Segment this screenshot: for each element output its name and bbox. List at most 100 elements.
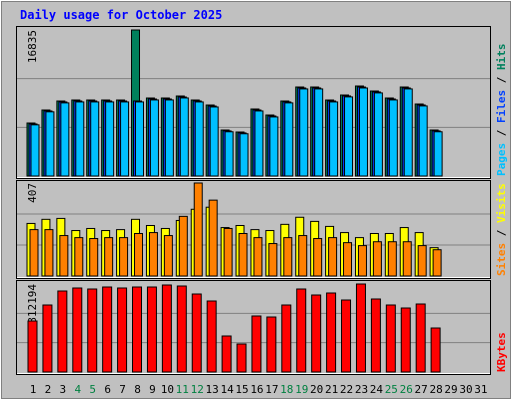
bar (281, 304, 292, 373)
legend-entry: Visits (495, 183, 508, 223)
bar (358, 87, 368, 177)
bar (193, 182, 203, 277)
bar (179, 97, 189, 177)
x-tick-label: 1 (30, 383, 37, 396)
bar (402, 241, 412, 277)
bar (433, 131, 443, 177)
x-tick-label: 27 (415, 383, 428, 396)
bar (415, 303, 426, 373)
chart-title: Daily usage for October 2025 (20, 8, 222, 22)
bar (224, 131, 234, 177)
legend-entry: Hits (495, 44, 508, 71)
bar (417, 245, 427, 277)
bar (239, 133, 249, 177)
bar (149, 99, 159, 177)
bar (178, 215, 188, 277)
bar (117, 287, 128, 373)
x-tick-label: 22 (340, 383, 353, 396)
bar (329, 101, 339, 177)
x-tick-label: 17 (265, 383, 278, 396)
bar (341, 299, 352, 373)
legend-entry: Files (495, 90, 508, 123)
bar (29, 229, 39, 277)
x-tick-label: 6 (104, 383, 111, 396)
x-tick-label: 30 (459, 383, 472, 396)
bar (269, 116, 279, 177)
bar (148, 232, 158, 277)
x-tick-label: 16 (250, 383, 263, 396)
legend: Pages / Files / Hits (495, 44, 508, 177)
x-tick-label: 15 (235, 383, 248, 396)
legend-entry: Pages (495, 143, 508, 176)
bar (385, 304, 396, 373)
bar (357, 245, 367, 277)
x-tick-label: 25 (385, 383, 398, 396)
bar (44, 229, 54, 277)
bar (236, 343, 247, 373)
bar (191, 293, 202, 373)
bar (59, 235, 69, 277)
x-tick-label: 3 (60, 383, 67, 396)
x-tick-label: 13 (206, 383, 219, 396)
x-tick-label: 7 (119, 383, 126, 396)
x-tick-label: 29 (444, 383, 457, 396)
x-tick-label: 19 (295, 383, 308, 396)
bar (221, 335, 232, 373)
bar (314, 88, 324, 177)
bar (328, 237, 338, 277)
bar (90, 101, 100, 177)
bar (206, 300, 217, 373)
bar (299, 88, 309, 177)
bar (344, 96, 354, 177)
x-tick-label: 20 (310, 383, 323, 396)
legend-separator: / (495, 223, 508, 243)
bar (251, 315, 262, 373)
bar (30, 124, 40, 177)
x-tick-label: 24 (370, 383, 384, 396)
bar (254, 110, 264, 177)
bar (432, 249, 442, 277)
x-tick-label: 9 (149, 383, 156, 396)
x-tick-label: 10 (161, 383, 174, 396)
bar (298, 235, 308, 277)
bar (74, 237, 84, 277)
bar (57, 290, 68, 373)
bar (134, 232, 144, 277)
bar (253, 237, 263, 277)
bar (388, 99, 398, 177)
bar (355, 283, 366, 373)
bar (135, 101, 145, 177)
bar (105, 101, 115, 177)
bar (132, 286, 143, 373)
bar (373, 92, 383, 177)
x-tick-label: 18 (280, 383, 293, 396)
bar (87, 288, 98, 373)
bar (343, 242, 353, 277)
x-tick-label: 21 (325, 383, 338, 396)
y-tick-label: 16835 (26, 30, 39, 63)
x-tick-label: 4 (74, 383, 81, 396)
bar (75, 101, 85, 177)
x-tick-label: 11 (176, 383, 189, 396)
bar (266, 316, 277, 373)
bar (283, 237, 293, 277)
bar (209, 106, 219, 177)
bar (313, 238, 323, 277)
legend-separator: / (495, 70, 508, 90)
bar (284, 102, 294, 177)
bar (161, 284, 172, 373)
bar (208, 199, 218, 277)
bar (370, 298, 381, 373)
bar (27, 320, 38, 373)
bar (372, 241, 382, 277)
y-tick-label: 407 (26, 183, 39, 203)
bar (119, 237, 129, 277)
bar (430, 327, 441, 373)
x-tick-label: 5 (89, 383, 96, 396)
bar (176, 285, 187, 373)
x-tick-label: 14 (220, 383, 234, 396)
x-tick-label: 23 (355, 383, 368, 396)
